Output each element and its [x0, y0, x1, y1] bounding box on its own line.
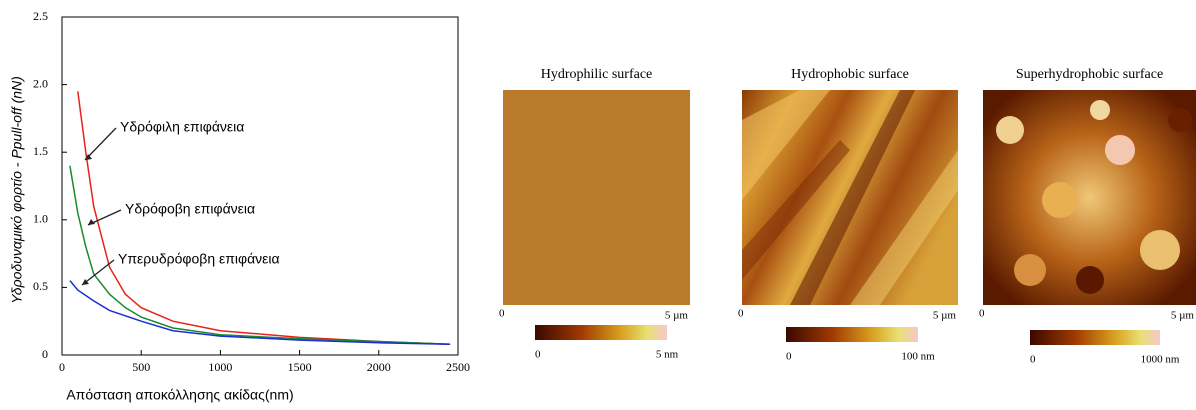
scale-end: 5 µm: [933, 310, 957, 322]
x-tick-label: 2000: [367, 360, 391, 374]
colorbar-min: 0: [1030, 354, 1036, 366]
colorbar-max: 1000 nm: [1141, 354, 1180, 366]
scale-start: 0: [738, 308, 744, 320]
scale-start: 0: [499, 308, 505, 320]
scale-end: 5 µm: [665, 310, 689, 322]
x-tick-label: 500: [132, 360, 150, 374]
plot-frame: [61, 16, 459, 356]
afm-image-hydrophilic: [503, 90, 690, 305]
arrow-head: [82, 279, 89, 285]
y-tick-label: 1.0: [33, 212, 48, 226]
panel-title: Superhydrophobic surface: [1016, 67, 1163, 82]
series-label: Υδρόφιλη επιφάνεια: [120, 119, 244, 135]
scale-end: 5 µm: [1171, 310, 1195, 322]
colorbar: [1030, 330, 1160, 345]
x-tick-label: 0: [59, 360, 65, 374]
panel-title: Hydrophilic surface: [541, 67, 653, 82]
series-line: [69, 280, 451, 345]
y-axis-title: Υδροδυναμικό φορτίο - Ppull-off (nN): [9, 76, 25, 304]
afm-image-superhydrophobic: [983, 90, 1196, 305]
series-line: [77, 91, 451, 345]
x-tick-label: 1500: [288, 360, 312, 374]
y-tick-label: 0: [42, 347, 48, 361]
y-tick-label: 0.5: [33, 279, 48, 293]
colorbar: [535, 325, 667, 340]
colorbar-min: 0: [786, 351, 792, 363]
colorbar-min: 0: [535, 349, 541, 361]
series-label: Υδρόφοβη επιφάνεια: [125, 201, 255, 217]
series-label: Υπερυδρόφοβη επιφάνεια: [118, 251, 280, 267]
y-tick-label: 1.5: [33, 144, 48, 158]
arrow-head: [88, 219, 95, 225]
panel-title: Hydrophobic surface: [791, 67, 909, 82]
scale-start: 0: [979, 308, 985, 320]
annotation-arrow: [81, 259, 115, 286]
x-axis-title: Απόσταση αποκόλλησης ακίδας(nm): [66, 387, 293, 403]
y-tick-label: 2.5: [33, 9, 48, 23]
colorbar-max: 5 nm: [656, 349, 679, 361]
afm-image-hydrophobic: [742, 90, 958, 305]
colorbar: [786, 327, 918, 342]
y-tick-label: 2.0: [33, 76, 48, 90]
series-line: [69, 165, 451, 345]
arrow-head: [85, 154, 92, 160]
colorbar-max: 100 nm: [901, 351, 935, 363]
annotation-arrow: [84, 127, 117, 161]
x-tick-label: 2500: [446, 360, 470, 374]
x-tick-label: 1000: [208, 360, 232, 374]
